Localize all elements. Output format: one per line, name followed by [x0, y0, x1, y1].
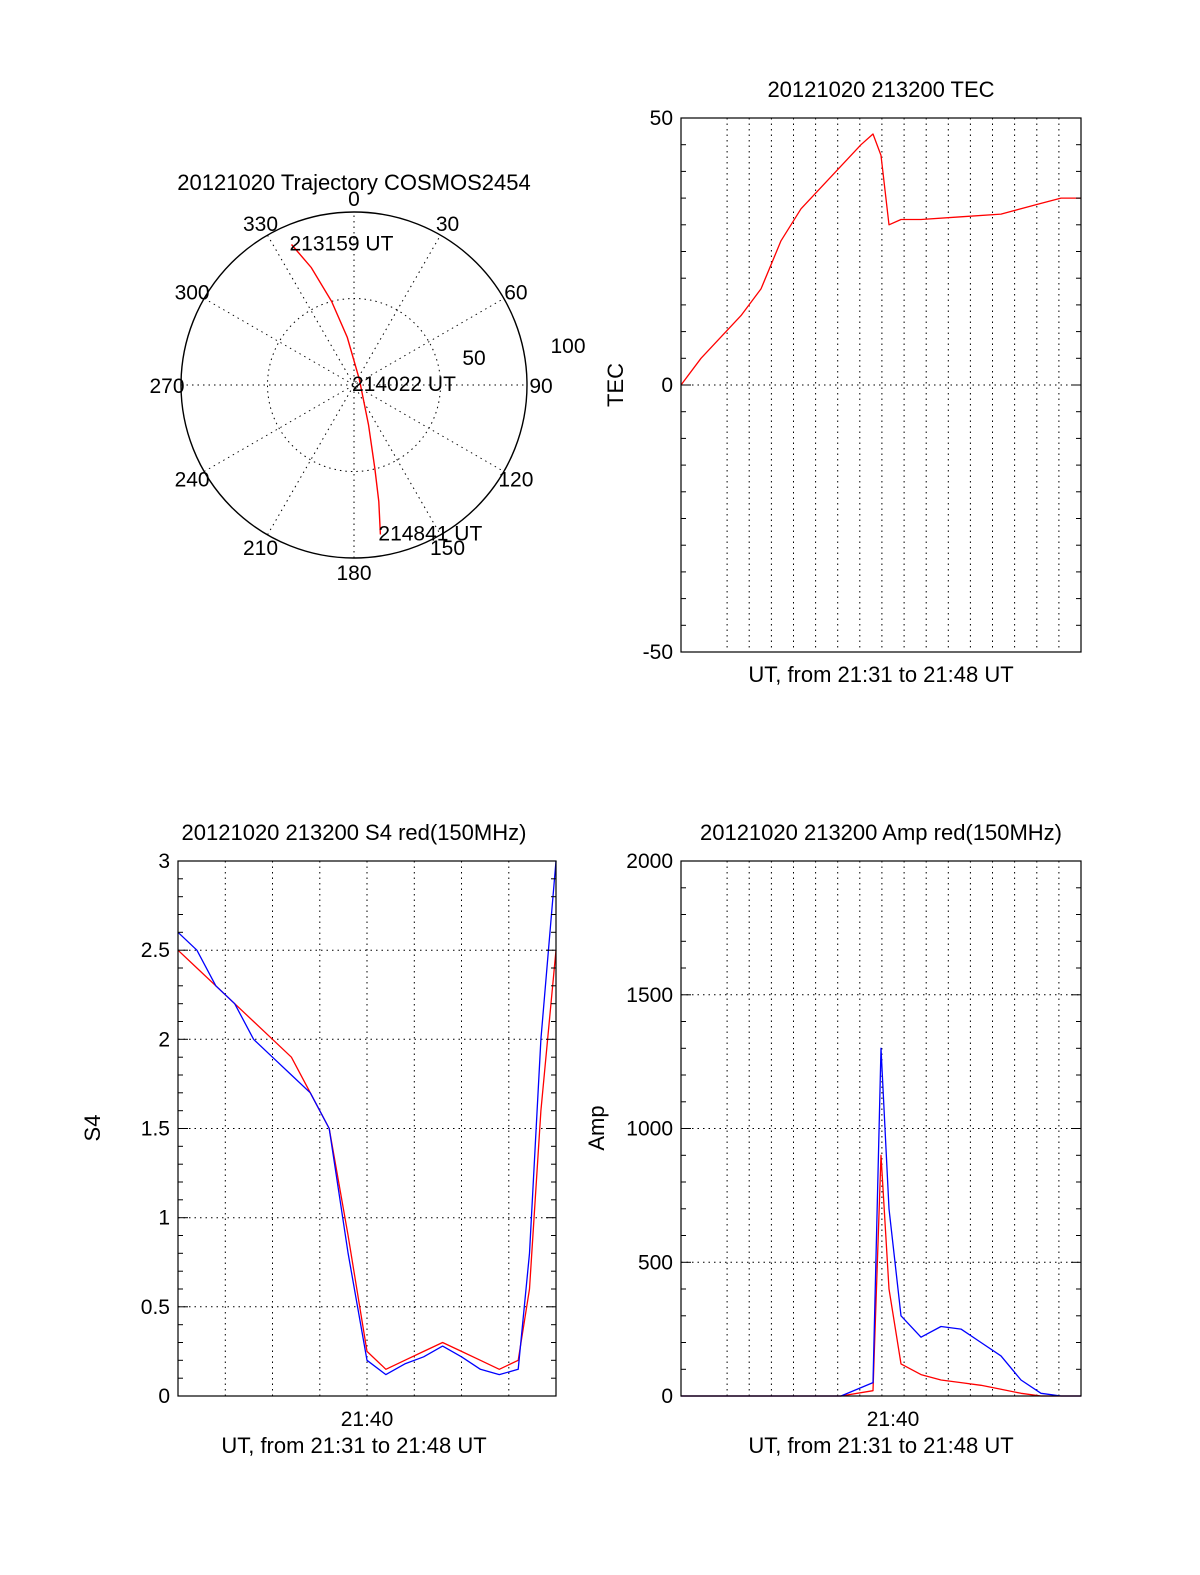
s4-panel: 20121020 213200 S4 red(150MHz) 0 0.5 1 1.5 2… — [80, 820, 557, 1458]
series-line-red — [680, 133, 1081, 386]
polar-grid — [180, 211, 528, 559]
y-tick-label: 2.5 — [141, 939, 170, 962]
polar-annotations: 213159 UT 214022 UT 214841 UT — [290, 233, 483, 546]
s4-xlabel: UT, from 21:31 to 21:48 UT — [221, 1433, 486, 1458]
polar-panel: 20121020 Trajectory COSMOS2454 0 30 60 90 12… — [149, 170, 585, 585]
polar-angle-label: 180 — [336, 562, 371, 585]
polar-angle-label: 240 — [175, 469, 210, 492]
y-tick-label: 2 — [158, 1028, 170, 1051]
polar-time-annotation: 214841 UT — [378, 523, 482, 546]
polar-radius-label: 50 — [462, 347, 485, 370]
amp-grid — [681, 861, 1081, 1396]
y-tick-label: 1.5 — [141, 1118, 170, 1141]
polar-angle-label: 120 — [498, 469, 533, 492]
polar-angle-label: 90 — [529, 375, 552, 398]
polar-radius-label: 100 — [550, 335, 585, 358]
polar-angle-label: 0 — [348, 188, 360, 211]
s4-xtick-label: 21:40 — [341, 1408, 394, 1431]
y-tick-label: 1500 — [626, 984, 673, 1007]
tec-panel: 20121020 213200 TEC 50 0 -50 TEC UT, from … — [603, 77, 1082, 687]
y-tick-label: 0 — [661, 1385, 673, 1408]
amp-panel: 20121020 213200 Amp red(150MHz) 0 500 1000… — [584, 820, 1082, 1458]
amp-series — [681, 1047, 1081, 1397]
tec-grid — [681, 118, 1081, 652]
tec-series — [680, 133, 1081, 386]
y-tick-label: -50 — [643, 641, 673, 664]
y-tick-label: 1000 — [626, 1118, 673, 1141]
tec-frame — [680, 117, 1082, 653]
amp-xlabel: UT, from 21:31 to 21:48 UT — [748, 1433, 1013, 1458]
series-line-red — [177, 949, 557, 1370]
tec-xlabel: UT, from 21:31 to 21:48 UT — [748, 662, 1013, 687]
polar-time-annotation: 213159 UT — [290, 233, 394, 256]
y-tick-label: 0.5 — [141, 1296, 170, 1319]
polar-title: 20121020 Trajectory COSMOS2454 — [177, 170, 530, 195]
amp-y-ticks: 0 500 1000 1500 2000 — [626, 850, 1081, 1408]
y-tick-label: 0 — [158, 1385, 170, 1408]
polar-angle-label: 150 — [430, 537, 465, 560]
polar-angle-labels: 0 30 60 90 120 150 180 210 240 270 300 330 — [149, 188, 552, 585]
s4-series — [177, 860, 557, 1376]
amp-title: 20121020 213200 Amp red(150MHz) — [700, 820, 1062, 845]
polar-angle-label: 330 — [243, 213, 278, 236]
polar-trajectory-line — [290, 244, 382, 535]
s4-frame — [177, 860, 557, 1397]
polar-angle-label: 30 — [436, 213, 459, 236]
tec-y-ticks: 50 0 -50 — [643, 107, 1081, 664]
polar-angle-label: 270 — [149, 375, 184, 398]
y-tick-label: 3 — [158, 850, 170, 873]
tec-title: 20121020 213200 TEC — [767, 77, 994, 102]
polar-radius-labels: 50 100 — [462, 335, 585, 370]
s4-title: 20121020 213200 S4 red(150MHz) — [182, 820, 527, 845]
polar-time-annotation: 214022 UT — [352, 373, 456, 396]
y-tick-label: 50 — [650, 107, 673, 130]
series-line-blue — [177, 860, 557, 1376]
s4-grid — [178, 861, 556, 1396]
s4-ylabel: S4 — [80, 1115, 105, 1142]
y-tick-label: 500 — [638, 1251, 673, 1274]
y-tick-label: 2000 — [626, 850, 673, 873]
series-line-blue — [681, 1047, 1081, 1397]
amp-xtick-label: 21:40 — [867, 1408, 920, 1431]
amp-ylabel: Amp — [584, 1105, 609, 1150]
series-line-red — [681, 1154, 1081, 1397]
tec-ylabel: TEC — [603, 363, 628, 407]
y-tick-label: 1 — [158, 1207, 170, 1230]
polar-angle-label: 300 — [175, 282, 210, 305]
amp-frame — [680, 860, 1082, 1397]
y-tick-label: 0 — [661, 374, 673, 397]
polar-series — [290, 244, 382, 535]
s4-y-ticks: 0 0.5 1 1.5 2 2.5 3 — [141, 850, 556, 1408]
polar-angle-label: 60 — [504, 282, 527, 305]
polar-angle-label: 210 — [243, 537, 278, 560]
